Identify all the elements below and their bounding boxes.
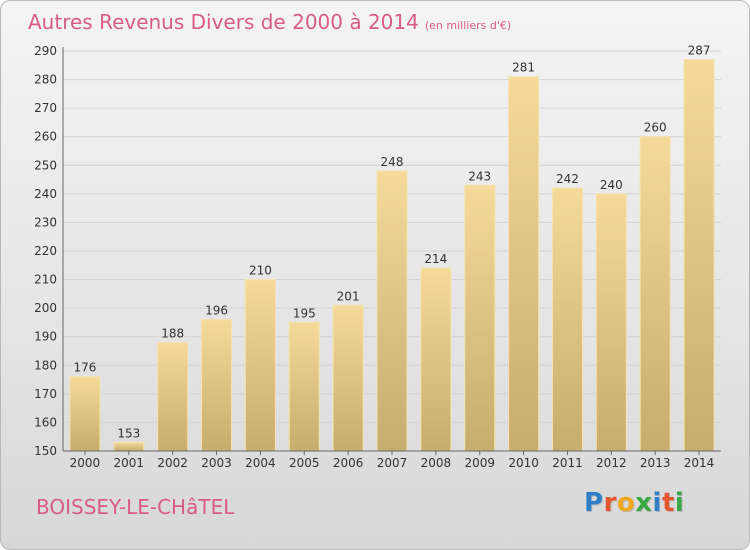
y-tick-label: 270 [34,101,57,115]
bar-2009 [464,184,496,452]
data-label: 196 [205,304,228,318]
y-tick-label: 160 [34,415,57,429]
y-tick-label: 180 [34,358,57,372]
logo-letter: t [661,488,675,518]
data-label: 214 [424,252,447,266]
bar-2012 [595,193,627,452]
x-tick-label: 2006 [333,456,364,470]
data-label: 240 [600,178,623,192]
y-tick-label: 190 [34,330,57,344]
logo-letter: r [603,488,617,518]
y-tick-label: 240 [34,187,57,201]
logo-letter: x [635,488,653,518]
bar-2004 [244,279,276,452]
axes: 150 160 170 180 190 200 210 220 230 240 250 260 270 2… [34,44,721,470]
bar-2003 [201,319,233,452]
x-tick-label: 2001 [114,456,145,470]
proxiti-logo: Proxiti [584,488,684,518]
bar-2013 [639,136,671,452]
y-tick-label: 170 [34,387,57,401]
bar-2006 [332,304,364,452]
data-label: 176 [73,361,96,375]
y-tick-label: 280 [34,73,57,87]
x-tick-label: 2011 [552,456,583,470]
x-tick-label: 2005 [289,456,320,470]
data-labels: 176 153 188 196 210 195 201 248 214 243 281 242 240 2… [73,44,710,441]
bar-2000 [69,376,101,452]
x-tick-label: 2004 [245,456,276,470]
chart-title-block: Autres Revenus Divers de 2000 à 2014 (en … [28,10,511,34]
y-tick-label: 260 [34,130,57,144]
data-label: 195 [293,306,316,320]
x-tick-label: 2003 [201,456,232,470]
data-label: 188 [161,326,184,340]
x-tick-label: 2002 [157,456,188,470]
place-name: BOISSEY-LE-CHâTEL [36,495,235,519]
x-tick-label: 2010 [508,456,539,470]
data-label: 242 [556,172,579,186]
data-label: 281 [512,61,535,75]
y-tick-label: 290 [34,44,57,58]
logo-letter: o [616,488,636,518]
logo-letter: i [652,488,662,518]
bar-2002 [157,341,189,452]
x-tick-label: 2014 [684,456,715,470]
y-tick-label: 250 [34,158,57,172]
chart-title: Autres Revenus Divers de 2000 à 2014 [28,10,419,34]
bar-2011 [551,187,583,452]
bar-2001 [113,441,145,452]
data-label: 248 [381,155,404,169]
x-tick-label: 2007 [377,456,408,470]
data-label: 287 [688,44,711,58]
logo-letter: i [674,488,685,518]
y-tick-label: 150 [34,444,57,458]
x-tick-label: 2013 [640,456,671,470]
bar-2008 [420,267,452,452]
data-label: 260 [644,121,667,135]
x-tick-label: 2000 [70,456,101,470]
y-tick-label: 200 [34,301,57,315]
data-label: 210 [249,264,272,278]
chart-subtitle: (en milliers d'€) [424,19,512,32]
bar-2010 [508,76,540,452]
x-tick-label: 2012 [596,456,627,470]
x-tick-label: 2008 [421,456,452,470]
data-label: 201 [337,289,360,303]
bar-2007 [376,170,408,452]
bars [69,59,715,452]
data-label: 243 [468,169,491,183]
bar-2014 [683,59,715,452]
data-label: 153 [117,426,140,440]
logo-letter: P [584,488,604,518]
y-tick-label: 220 [34,244,57,258]
x-tick-label: 2009 [464,456,495,470]
y-tick-label: 230 [34,215,57,229]
bar-2005 [288,321,320,452]
y-tick-label: 210 [34,273,57,287]
